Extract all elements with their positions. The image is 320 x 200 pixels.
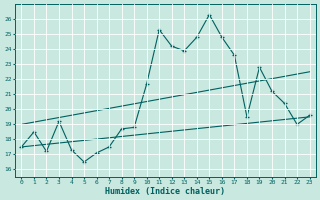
X-axis label: Humidex (Indice chaleur): Humidex (Indice chaleur) [106, 187, 226, 196]
